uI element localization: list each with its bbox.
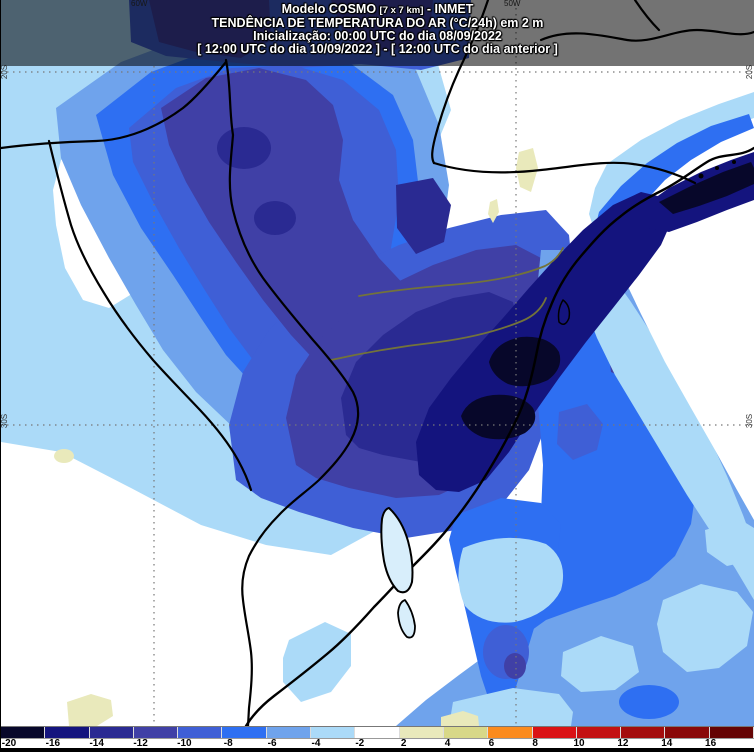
colorbar-tick-label: 6 (488, 738, 495, 749)
paraguay-north-border (1, 60, 228, 150)
temperature-anomaly-region (254, 201, 296, 235)
lagoa-dos-patos (380, 507, 414, 594)
temperature-anomaly-region (619, 685, 679, 719)
temperature-anomaly-region (54, 449, 74, 463)
temperature-anomaly-region (705, 520, 754, 566)
island (732, 160, 736, 164)
temperature-anomaly-region (461, 394, 536, 440)
colorbar-segment (133, 727, 179, 738)
map-title: Modelo COSMO [7 x 7 km] - INMET TENDÊNCI… (1, 0, 754, 66)
lagoa-mirim (397, 599, 416, 639)
temperature-anomaly-region (67, 694, 113, 726)
temperature-anomaly-region (557, 404, 603, 460)
colorbar-segment (443, 727, 489, 738)
colorbar-ticks: -20 -16 -14 -12 -10 -8 -6 -4 -2 2 4 6 8 10 12 14 16 (1, 738, 754, 749)
colorbar-tick-label: 4 (444, 738, 451, 749)
temperature-anomaly-region (659, 162, 754, 214)
island (557, 299, 571, 325)
temperature-anomaly-region (516, 148, 538, 192)
colorbar-tick-label: -10 (177, 738, 192, 749)
colorbar-tick-label: -12 (133, 738, 148, 749)
temperature-anomaly-region (573, 236, 754, 600)
state-borders (330, 247, 564, 361)
coastline (244, 146, 754, 726)
title-line-variable: TENDÊNCIA DE TEMPERATURA DO AR (°C/24h) … (211, 16, 544, 30)
temperature-anomaly-region (217, 127, 271, 169)
title-band (1, 0, 754, 66)
colorbar-tick-label: 2 (400, 738, 407, 749)
temperature-anomaly-region (458, 537, 564, 623)
colorbar-tick-label: 14 (661, 738, 673, 749)
title-line-valid-period: [ 12:00 UTC do dia 10/09/2022 ] - [ 12:0… (197, 42, 558, 56)
paraguay-west-border (47, 139, 253, 492)
lat-label-20s-right: 20S (744, 64, 754, 80)
colorbar-tick-label: 16 (705, 738, 717, 749)
colorbar-segments (1, 726, 754, 739)
colorbar-segment (399, 727, 444, 738)
temperature-tendency-map (1, 0, 754, 726)
colorbar-segment (266, 727, 312, 738)
colorbar-segment (355, 727, 400, 738)
colorbar-segment (532, 727, 577, 738)
model-name: Modelo COSMO (281, 2, 377, 16)
colorbar-tick-label: -8 (223, 738, 233, 749)
bottom-black-strip (1, 748, 754, 752)
temperature-anomaly-region (561, 636, 639, 692)
lat-label-30s-right: 30S (744, 413, 754, 429)
institution-name: - INMET (426, 2, 474, 16)
colorbar-segment (576, 727, 622, 738)
colorbar-segment (488, 727, 533, 738)
model-resolution: [7 x 7 km] (379, 5, 424, 16)
sao-paulo-south-border (432, 161, 697, 185)
weather-map (1, 0, 754, 726)
temperature-anomaly-region (488, 199, 499, 223)
colorbar-tick-label: -14 (89, 738, 104, 749)
title-line-initialization: Inicialização: 00:00 UTC do dia 08/09/20… (253, 29, 502, 43)
temperature-anomaly-region (396, 178, 451, 254)
temperature-anomaly-region (441, 711, 479, 726)
temperature-anomaly-region (657, 584, 753, 672)
colorbar-segment (1, 727, 46, 738)
island (715, 166, 719, 170)
colorbar-tick-label: -4 (311, 738, 321, 749)
temperature-field-layer (1, 0, 754, 726)
colorbar-segment (178, 727, 223, 738)
colorbar-segment (89, 727, 134, 738)
colorbar-tick-label: -20 (1, 738, 17, 749)
temperature-anomaly-region (489, 336, 561, 387)
temperature-anomaly-region (504, 653, 526, 679)
lat-label-30s-left: 30S (0, 413, 10, 429)
colorbar-segment (665, 727, 710, 738)
colorbar-tick-label: 8 (532, 738, 538, 749)
lat-label-20s-left: 20S (0, 64, 10, 80)
colorbar-tick-label: -6 (267, 738, 277, 749)
colorbar-segment (709, 727, 754, 738)
graticule-lines (1, 8, 754, 726)
colorbar-tick-label: -16 (45, 738, 61, 749)
colorbar-segment (45, 727, 90, 738)
colorbar-segment (222, 727, 267, 738)
colorbar-tick-label: 10 (573, 738, 585, 749)
title-line-model: Modelo COSMO [7 x 7 km] - INMET (1, 3, 754, 17)
colorbar-segment (621, 727, 666, 738)
island (698, 173, 704, 179)
colorbar: -20 -16 -14 -12 -10 -8 -6 -4 -2 2 4 6 8 10 12 14 16 (1, 726, 754, 752)
parana-river-border (224, 58, 360, 726)
colorbar-tick-label: -2 (355, 738, 365, 749)
temperature-anomaly-region (449, 688, 573, 726)
colorbar-tick-label: 12 (617, 738, 629, 749)
colorbar-segment (311, 727, 356, 738)
